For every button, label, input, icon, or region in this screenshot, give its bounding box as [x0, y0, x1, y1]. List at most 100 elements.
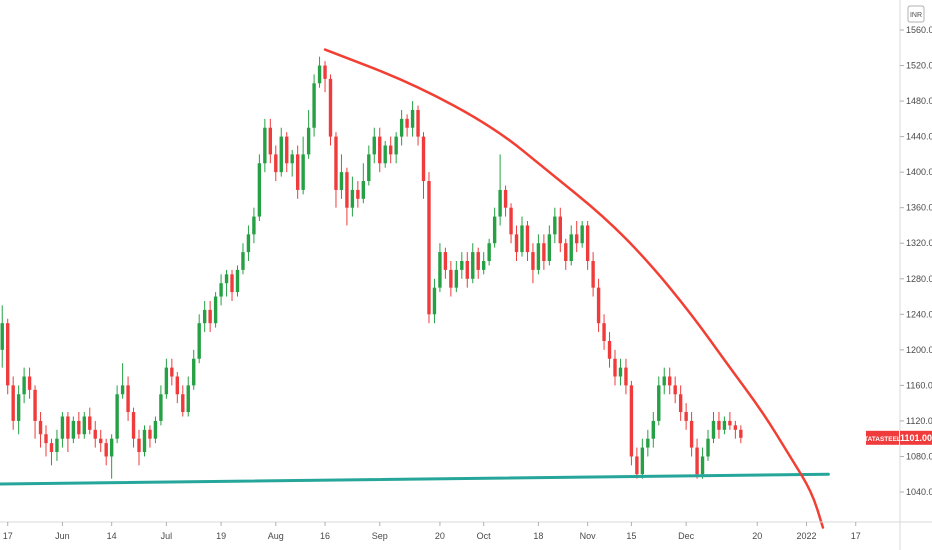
candle[interactable] — [591, 252, 595, 297]
candle[interactable] — [257, 154, 262, 222]
candle[interactable] — [585, 221, 590, 270]
candle[interactable] — [246, 225, 251, 261]
candle[interactable] — [334, 132, 338, 208]
candle[interactable] — [164, 358, 169, 399]
candle[interactable] — [301, 136, 305, 195]
candle[interactable] — [148, 425, 152, 448]
candle[interactable] — [159, 385, 163, 426]
candle[interactable] — [6, 318, 10, 395]
candle[interactable] — [22, 367, 26, 404]
candle[interactable] — [678, 385, 683, 421]
candle[interactable] — [514, 225, 519, 261]
candle[interactable] — [345, 167, 349, 226]
candle[interactable] — [684, 403, 688, 430]
candle[interactable] — [711, 412, 716, 444]
candle[interactable] — [449, 261, 453, 297]
candle[interactable] — [471, 243, 475, 284]
candle[interactable] — [706, 429, 710, 461]
candle[interactable] — [520, 216, 524, 257]
candle[interactable] — [564, 238, 568, 270]
candle[interactable] — [356, 181, 360, 208]
time-axis[interactable]: 17 Jun 14 Jul 19 Aug 16 Sep 20 Oct 18 Nov 15 Dec 20 202… — [0, 521, 932, 541]
candle[interactable] — [383, 141, 387, 168]
candle[interactable] — [202, 300, 207, 333]
candle[interactable] — [531, 243, 535, 284]
candle[interactable] — [460, 252, 464, 279]
candle[interactable] — [230, 269, 234, 301]
candle[interactable] — [268, 118, 273, 164]
resistance-arc[interactable] — [323, 48, 825, 529]
candle[interactable] — [60, 412, 65, 448]
candle[interactable] — [596, 278, 601, 333]
candle[interactable] — [137, 429, 141, 466]
candle[interactable] — [416, 105, 420, 146]
candle[interactable] — [722, 416, 727, 435]
candle[interactable] — [77, 412, 81, 439]
candle[interactable] — [197, 314, 201, 364]
candle[interactable] — [252, 207, 256, 244]
candle[interactable] — [602, 314, 606, 350]
candle[interactable] — [274, 145, 278, 182]
candle[interactable] — [717, 412, 721, 439]
candle[interactable] — [16, 385, 21, 435]
candle[interactable] — [219, 274, 223, 306]
candle[interactable] — [142, 425, 147, 457]
candle[interactable] — [542, 234, 546, 270]
candle[interactable] — [328, 74, 333, 146]
price-axis[interactable]: 1560.00 1520.00 1480.00 1440.00 1400.00 1360.… — [899, 0, 932, 550]
candle[interactable] — [569, 225, 573, 266]
currency-badge[interactable]: INR — [907, 5, 925, 23]
candle[interactable] — [476, 247, 480, 279]
candle[interactable] — [624, 358, 628, 395]
candle[interactable] — [733, 420, 738, 439]
candle[interactable] — [44, 425, 48, 457]
candle[interactable] — [306, 109, 311, 159]
candle[interactable] — [66, 412, 70, 453]
candle[interactable] — [378, 127, 382, 173]
candle[interactable] — [0, 305, 4, 368]
candle[interactable] — [700, 447, 705, 479]
candle[interactable] — [739, 425, 743, 444]
candle[interactable] — [613, 349, 617, 386]
candle[interactable] — [618, 358, 623, 386]
candle[interactable] — [279, 127, 283, 177]
candle[interactable] — [38, 412, 43, 448]
candle[interactable] — [241, 243, 245, 275]
candle[interactable] — [673, 376, 677, 404]
candle[interactable] — [629, 380, 634, 466]
candle[interactable] — [405, 114, 409, 137]
candle[interactable] — [104, 438, 108, 466]
candle[interactable] — [525, 221, 530, 261]
candle[interactable] — [689, 412, 694, 457]
candle[interactable] — [192, 349, 196, 390]
candle[interactable] — [235, 265, 240, 297]
candle[interactable] — [454, 261, 459, 293]
candle[interactable] — [651, 412, 655, 448]
candle[interactable] — [547, 225, 552, 266]
candle[interactable] — [503, 185, 508, 217]
candle[interactable] — [317, 56, 322, 88]
candle[interactable] — [93, 420, 97, 448]
candle[interactable] — [120, 363, 125, 399]
support-trendline[interactable] — [0, 472, 830, 486]
candle[interactable] — [498, 154, 502, 226]
candle[interactable] — [224, 269, 229, 297]
candle[interactable] — [695, 438, 699, 479]
candle[interactable] — [580, 221, 584, 248]
candle[interactable] — [170, 358, 174, 386]
candle[interactable] — [410, 101, 415, 137]
candle[interactable] — [646, 429, 650, 457]
candle[interactable] — [728, 412, 732, 430]
candle[interactable] — [115, 385, 119, 444]
candle[interactable] — [33, 385, 37, 439]
candle[interactable] — [323, 61, 327, 93]
candle[interactable] — [536, 234, 541, 275]
candle[interactable] — [553, 207, 557, 244]
candle[interactable] — [131, 407, 136, 448]
candle[interactable] — [27, 367, 32, 399]
candle[interactable] — [427, 172, 431, 324]
plot-area[interactable] — [0, 56, 743, 479]
candle[interactable] — [312, 74, 316, 137]
candle[interactable] — [421, 132, 426, 199]
